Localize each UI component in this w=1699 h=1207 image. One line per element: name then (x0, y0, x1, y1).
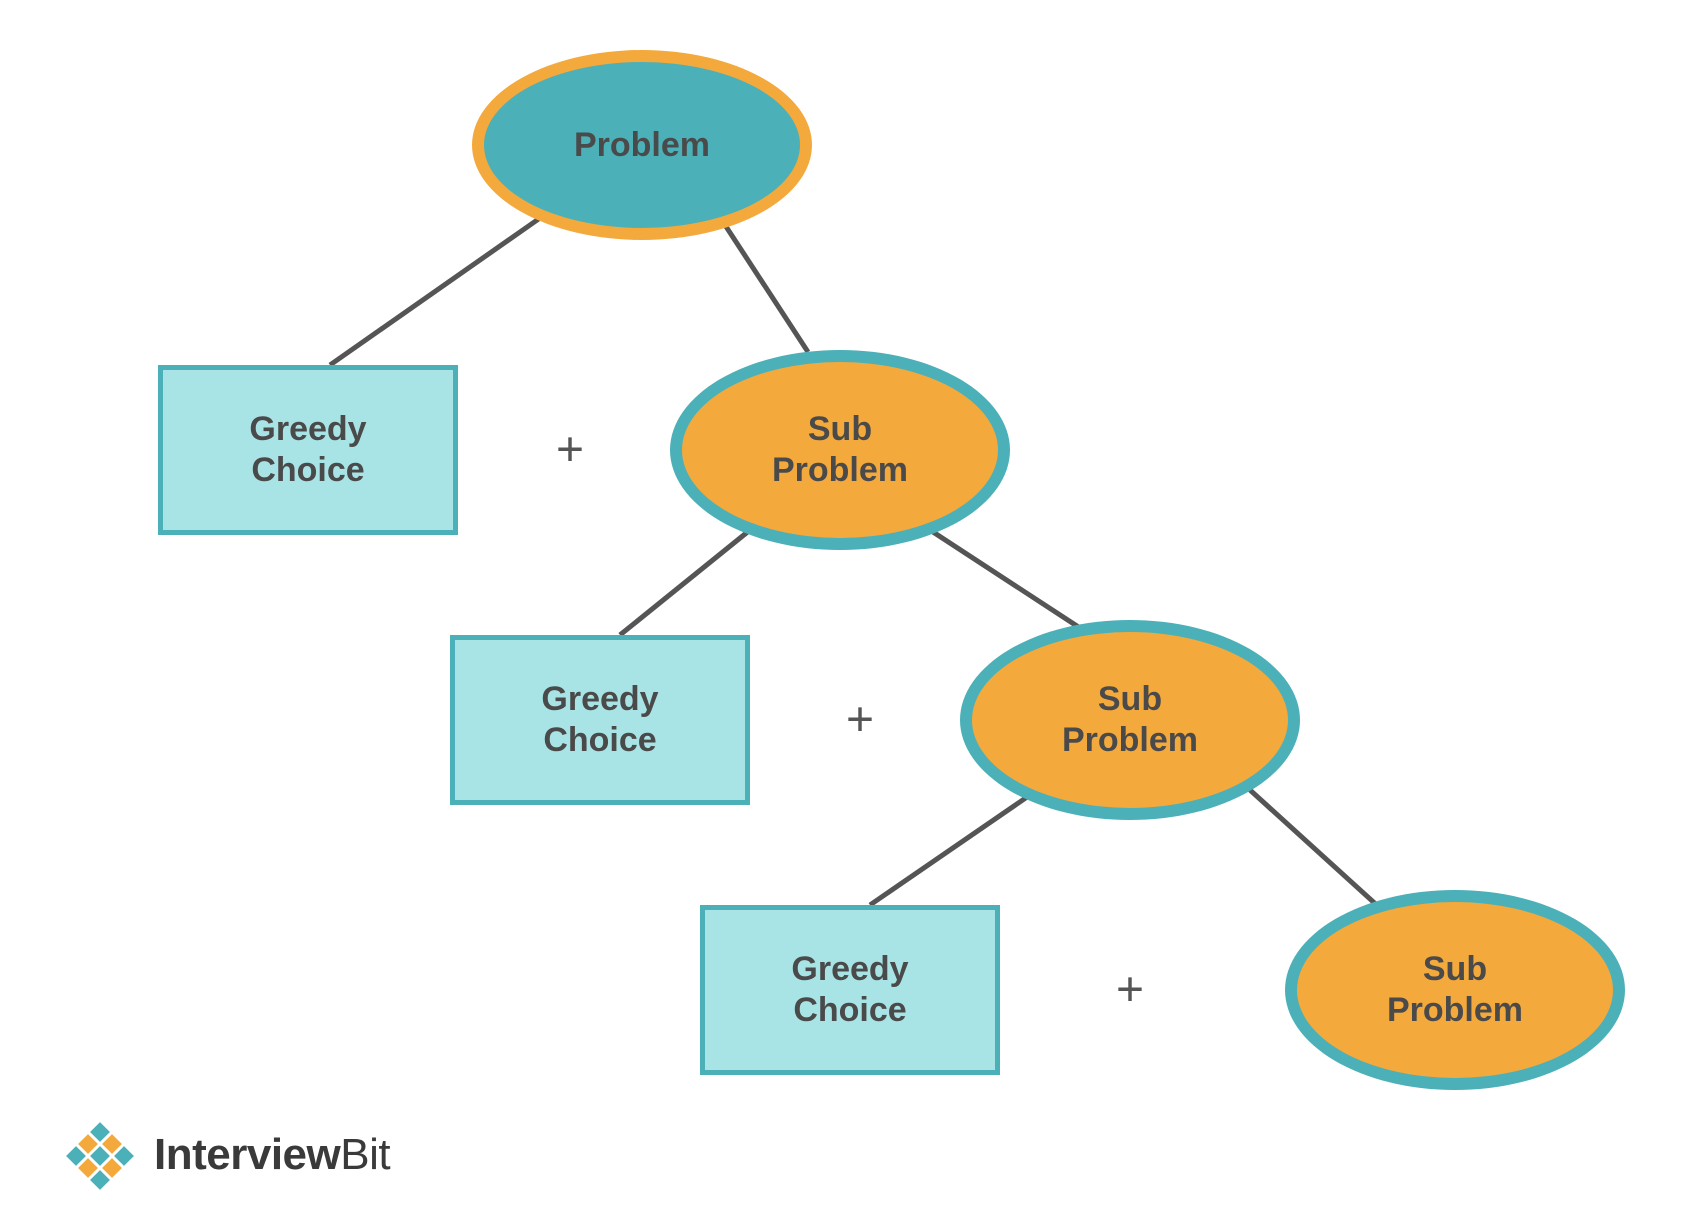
node-sub1: Sub Problem (670, 350, 1010, 550)
node-problem: Problem (472, 50, 812, 240)
logo-text: InterviewBit (154, 1130, 390, 1180)
node-sub3: Sub Problem (1285, 890, 1625, 1090)
node-label: Sub Problem (1387, 949, 1523, 1031)
node-sub2: Sub Problem (960, 620, 1300, 820)
node-label: Greedy Choice (249, 409, 366, 491)
plus-sign: + (846, 693, 874, 748)
node-label: Sub Problem (1062, 679, 1198, 761)
node-greedy1: Greedy Choice (158, 365, 458, 535)
edge (620, 530, 750, 635)
edge (1250, 790, 1380, 908)
edge (870, 795, 1030, 905)
node-greedy2: Greedy Choice (450, 635, 750, 805)
plus-sign: + (556, 423, 584, 478)
node-label: Problem (574, 125, 710, 166)
edge (725, 225, 808, 352)
node-label: Sub Problem (772, 409, 908, 491)
edge (330, 218, 540, 365)
node-greedy3: Greedy Choice (700, 905, 1000, 1075)
edge (930, 530, 1080, 628)
plus-sign: + (1116, 963, 1144, 1018)
logo-icon (60, 1120, 140, 1190)
node-label: Greedy Choice (791, 949, 908, 1031)
interviewbit-logo: InterviewBit (60, 1120, 390, 1190)
node-label: Greedy Choice (541, 679, 658, 761)
